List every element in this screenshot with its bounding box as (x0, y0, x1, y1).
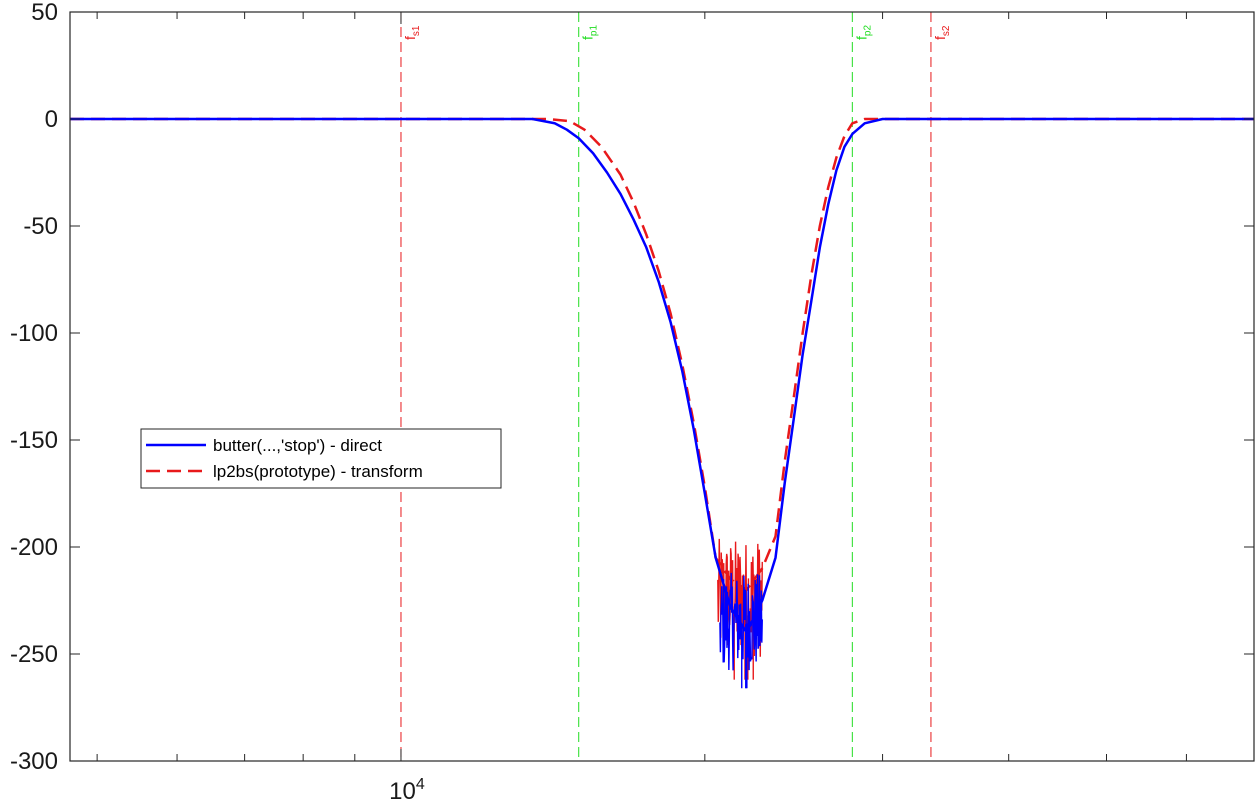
plot-area-frame (69, 11, 1255, 762)
marker-label-fp1-sub: p1 (589, 25, 600, 37)
marker-label-fs1: fs1 (402, 25, 422, 40)
marker-label-fp1: fp1 (580, 25, 600, 40)
x-tick-label: 104 (389, 776, 425, 805)
legend-label-butter-direct: butter(...,'stop') - direct (213, 436, 382, 455)
y-tick-label: -300 (10, 748, 58, 775)
y-tick-label: 50 (31, 0, 58, 26)
marker-label-fs2-sub: s2 (941, 25, 952, 36)
series-lines (70, 117, 1254, 689)
marker-label-fs1-base: f (402, 36, 418, 40)
legend-label-lp2bs-transform: lp2bs(prototype) - transform (213, 462, 423, 481)
y-tick-label: -100 (10, 320, 58, 347)
x-tick-label-exponent: 4 (416, 776, 425, 793)
marker-label-fp1-base: f (580, 36, 596, 40)
series-line-0 (70, 117, 1254, 634)
legend: butter(...,'stop') - direct lp2bs(protot… (140, 428, 502, 489)
marker-label-fp2-base: f (853, 36, 869, 40)
legend-box (140, 428, 502, 489)
y-tick-label: -150 (10, 427, 58, 454)
marker-label-fs2: fs2 (932, 25, 952, 40)
y-tick-label: 0 (45, 106, 58, 133)
marker-label-fp2: fp2 (853, 25, 873, 40)
y-tick-label: -50 (23, 213, 58, 240)
series-line-1 (70, 117, 1254, 592)
marker-label-fs2-base: f (932, 36, 948, 40)
x-tick-label-base: 10 (389, 778, 416, 805)
marker-label-fs1-sub: s1 (411, 25, 422, 36)
marker-label-fp2-sub: p2 (862, 25, 873, 37)
y-tick-label: -250 (10, 641, 58, 668)
y-tick-label: -200 (10, 534, 58, 561)
axis-ticks (70, 11, 1255, 762)
y-tick-labels: 50 0 -50 -100 -150 -200 -250 -300 (10, 0, 58, 775)
